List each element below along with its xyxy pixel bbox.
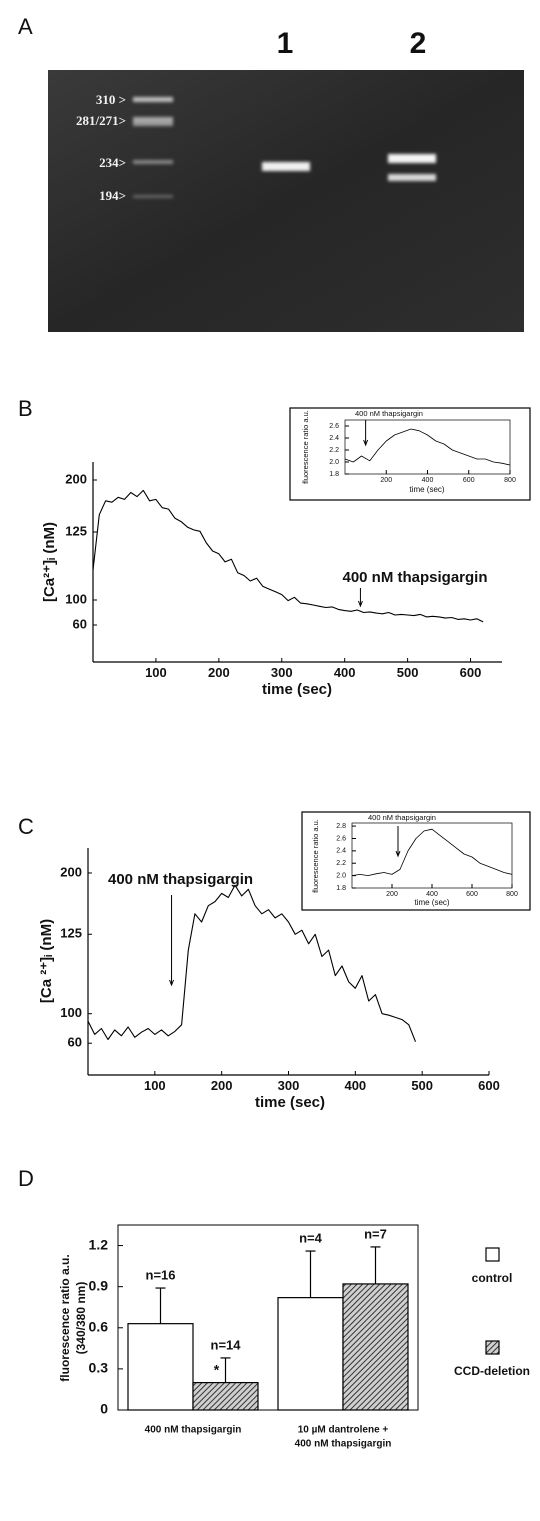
y-tick-label: 100 xyxy=(65,591,87,606)
significance-label: * xyxy=(214,1361,220,1377)
x-tick-label: 600 xyxy=(460,665,482,680)
arrow-head xyxy=(357,600,363,608)
n-label: n=16 xyxy=(146,1267,176,1282)
annotation: 400 nM thapsigargin xyxy=(342,569,487,586)
x-tick-label: 500 xyxy=(397,665,419,680)
bar xyxy=(192,1381,259,1411)
gel-bands xyxy=(133,97,436,198)
x-tick-label: 600 xyxy=(463,477,475,484)
y-axis-label: [Ca²⁺]ᵢ (nM) xyxy=(41,522,58,602)
legend-swatch xyxy=(485,1340,500,1355)
x-tick-label: 200 xyxy=(386,891,398,898)
trace xyxy=(351,828,513,876)
legend-label: control xyxy=(472,1271,513,1285)
y-axis-label: [Ca ²⁺]ᵢ (nM) xyxy=(38,919,55,1003)
x-axis-label: time (sec) xyxy=(414,898,449,907)
y-axis-label: (340/380 nm) xyxy=(74,1282,88,1355)
y-tick-label: 2.4 xyxy=(329,435,339,442)
trace xyxy=(87,884,417,1042)
x-tick-label: 500 xyxy=(411,1078,433,1093)
n-label: n=7 xyxy=(364,1226,387,1241)
x-tick-label: 300 xyxy=(271,665,293,680)
x-tick-label: 400 xyxy=(422,477,434,484)
y-tick-label: 2.2 xyxy=(329,447,339,454)
y-tick-label: 60 xyxy=(73,616,87,631)
y-tick-label: 2.4 xyxy=(336,848,346,855)
x-tick-label: 400 nM thapsigargin xyxy=(295,1439,392,1450)
y-tick-label: 125 xyxy=(60,926,82,941)
y-tick-label: 2.0 xyxy=(329,459,339,466)
y-tick-label: 125 xyxy=(65,523,87,538)
x-tick-label: 100 xyxy=(145,665,167,680)
bar xyxy=(127,1323,194,1411)
arrow-head xyxy=(169,979,175,987)
y-tick-label: 0.9 xyxy=(89,1277,109,1293)
y-tick-label: 2.6 xyxy=(336,835,346,842)
y-tick-label: 1.8 xyxy=(336,885,346,892)
x-tick-label: 400 xyxy=(344,1078,366,1093)
inset-box xyxy=(301,811,531,911)
y-tick-label: 0.3 xyxy=(89,1360,109,1376)
x-tick-label: 600 xyxy=(466,891,478,898)
y-tick-label: 1.8 xyxy=(329,471,339,478)
x-tick-label: 100 xyxy=(144,1078,166,1093)
y-tick-label: 2.8 xyxy=(336,823,346,830)
x-axis-label: time (sec) xyxy=(255,1094,325,1111)
marker-label: 281/271> xyxy=(76,113,126,128)
y-tick-label: 0 xyxy=(100,1401,108,1417)
bar xyxy=(342,1283,409,1411)
y-axis-label: fluorescence ratio a.u. xyxy=(58,1254,72,1381)
y-tick-label: 2.2 xyxy=(336,860,346,867)
y-tick-label: 2.6 xyxy=(329,423,339,430)
y-axis-label: fluorescence ratio a.u. xyxy=(311,819,320,893)
annotation: 400 nM thapsigargin xyxy=(108,871,253,888)
x-tick-label: 200 xyxy=(208,665,230,680)
marker-label: 310 > xyxy=(96,92,126,107)
y-tick-label: 2.0 xyxy=(336,872,346,879)
x-tick-label: 200 xyxy=(380,477,392,484)
n-label: n=4 xyxy=(299,1230,323,1245)
n-label: n=14 xyxy=(211,1337,242,1352)
x-tick-label: 600 xyxy=(478,1078,500,1093)
x-tick-label: 200 xyxy=(211,1078,233,1093)
bar xyxy=(277,1297,344,1411)
legend-swatch xyxy=(485,1247,500,1262)
panel-letter: A xyxy=(18,14,33,39)
panel-letter: C xyxy=(18,814,34,839)
x-axis-label: time (sec) xyxy=(409,485,444,494)
lane-label: 2 xyxy=(410,27,427,60)
x-tick-label: 800 xyxy=(506,891,518,898)
panel-letter: B xyxy=(18,396,33,421)
y-tick-label: 200 xyxy=(65,471,87,486)
annotation: 400 nM thapsigargin xyxy=(368,813,436,822)
trace xyxy=(344,428,511,466)
marker-label: 234> xyxy=(99,155,126,170)
inset-box xyxy=(289,407,531,501)
lane-label: 1 xyxy=(277,27,294,60)
y-tick-label: 200 xyxy=(60,864,82,879)
arrow-head xyxy=(395,850,401,858)
x-axis-label: time (sec) xyxy=(262,681,332,698)
y-tick-label: 0.6 xyxy=(89,1318,109,1334)
annotation: 400 nM thapsigargin xyxy=(355,409,423,418)
y-tick-label: 100 xyxy=(60,1005,82,1020)
trace xyxy=(92,489,484,623)
x-tick-label: 400 nM thapsigargin xyxy=(145,1425,242,1436)
x-tick-label: 300 xyxy=(278,1078,300,1093)
x-tick-label: 800 xyxy=(504,477,516,484)
x-tick-label: 400 xyxy=(426,891,438,898)
y-tick-label: 60 xyxy=(68,1035,82,1050)
y-axis-label: fluorescence ratio a.u. xyxy=(301,410,310,484)
gel-image xyxy=(48,70,524,332)
panel-letter: D xyxy=(18,1166,34,1191)
arrow-head xyxy=(363,439,369,447)
legend-label: CCD-deletion xyxy=(454,1364,530,1378)
marker-label: 194> xyxy=(99,188,126,203)
y-tick-label: 1.2 xyxy=(89,1236,109,1252)
x-tick-label: 400 xyxy=(334,665,356,680)
x-tick-label: 10 µM dantrolene + xyxy=(298,1425,389,1436)
plot-frame xyxy=(117,1224,419,1411)
